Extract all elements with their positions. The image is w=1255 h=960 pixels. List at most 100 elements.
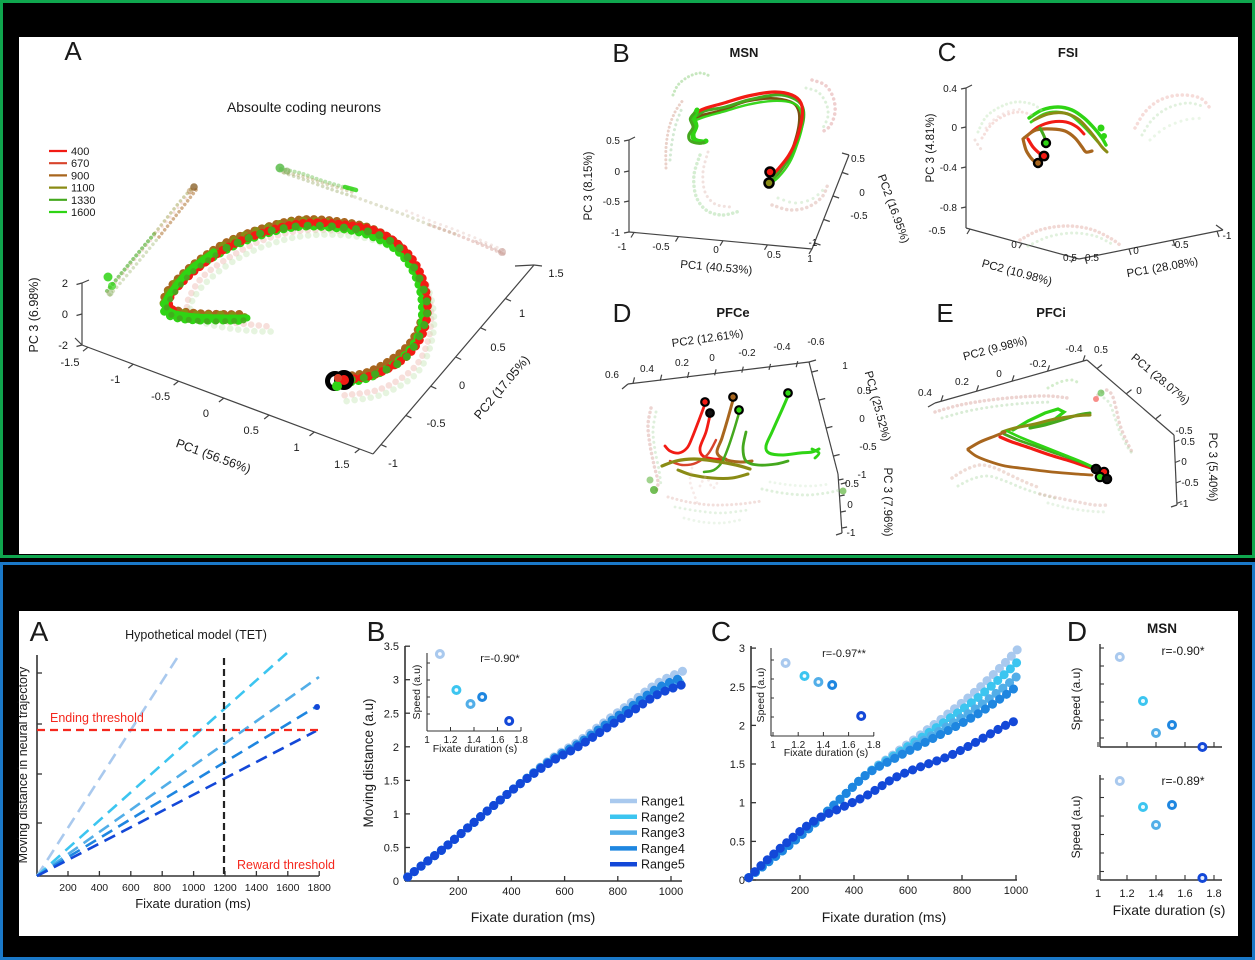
svg-text:1: 1 — [770, 740, 776, 751]
svg-text:2: 2 — [739, 720, 745, 732]
svg-text:PC 3 (5.40%): PC 3 (5.40%) — [1206, 432, 1218, 501]
svg-text:-0.5: -0.5 — [652, 242, 670, 253]
svg-text:0.5: 0.5 — [851, 154, 865, 165]
svg-text:-0.4: -0.4 — [1065, 344, 1083, 355]
svg-text:C: C — [938, 37, 957, 67]
svg-text:200: 200 — [59, 882, 77, 894]
svg-text:r=-0.89*: r=-0.89* — [1161, 774, 1204, 788]
svg-text:1: 1 — [424, 735, 430, 746]
svg-text:r=-0.97**: r=-0.97** — [822, 648, 866, 660]
svg-text:Range4: Range4 — [641, 842, 685, 856]
svg-text:-0.5: -0.5 — [928, 226, 946, 237]
svg-text:0: 0 — [393, 876, 399, 888]
svg-text:0: 0 — [1181, 457, 1187, 468]
svg-text:Speed (a.u): Speed (a.u) — [1069, 668, 1083, 731]
svg-text:-0.5: -0.5 — [859, 442, 877, 453]
svg-text:Range5: Range5 — [641, 858, 685, 872]
svg-text:800: 800 — [153, 882, 171, 894]
svg-text:0: 0 — [1011, 240, 1017, 251]
svg-text:1.2: 1.2 — [444, 735, 458, 746]
svg-text:Reward threshold: Reward threshold — [237, 858, 335, 872]
svg-text:0.5: 0.5 — [1085, 253, 1099, 264]
svg-text:Fixate duration (s): Fixate duration (s) — [433, 743, 518, 755]
svg-text:670: 670 — [71, 158, 89, 170]
svg-text:200: 200 — [791, 885, 809, 897]
svg-text:0: 0 — [459, 380, 465, 392]
svg-text:-1: -1 — [110, 374, 120, 386]
svg-text:0.5: 0.5 — [384, 842, 399, 854]
svg-text:1400: 1400 — [245, 882, 269, 894]
svg-text:2: 2 — [62, 278, 68, 290]
svg-text:0.5: 0.5 — [490, 342, 505, 354]
svg-text:-0.5: -0.5 — [1175, 426, 1193, 437]
svg-text:0: 0 — [709, 353, 715, 364]
svg-text:D: D — [1067, 616, 1087, 647]
svg-text:-1: -1 — [1223, 231, 1232, 242]
svg-text:B: B — [612, 38, 629, 68]
svg-text:1.4: 1.4 — [467, 735, 481, 746]
svg-text:0: 0 — [739, 875, 745, 887]
svg-text:1.6: 1.6 — [491, 735, 505, 746]
svg-text:2: 2 — [393, 742, 399, 754]
svg-text:0.2: 0.2 — [955, 377, 969, 388]
svg-text:MSN: MSN — [730, 45, 759, 60]
svg-text:E: E — [936, 298, 953, 328]
svg-text:-1: -1 — [858, 470, 867, 481]
svg-text:-0.5: -0.5 — [427, 418, 446, 430]
svg-text:1: 1 — [1095, 888, 1101, 900]
svg-text:-0.4: -0.4 — [940, 163, 958, 174]
svg-text:-0.2: -0.2 — [1029, 359, 1047, 370]
svg-text:400: 400 — [845, 885, 863, 897]
svg-text:0.4: 0.4 — [640, 364, 654, 375]
svg-text:-1: -1 — [388, 458, 398, 470]
svg-text:0.4: 0.4 — [918, 388, 932, 399]
svg-text:0: 0 — [951, 123, 957, 134]
svg-text:1.2: 1.2 — [791, 740, 805, 751]
svg-text:1.4: 1.4 — [1148, 888, 1163, 900]
svg-text:0.5: 0.5 — [244, 425, 259, 437]
svg-text:-0.8: -0.8 — [940, 203, 958, 214]
svg-text:Fixate duration (ms): Fixate duration (ms) — [135, 896, 251, 911]
svg-text:1200: 1200 — [213, 882, 237, 894]
svg-text:0.5: 0.5 — [857, 386, 871, 397]
svg-text:0: 0 — [203, 408, 209, 420]
svg-text:1600: 1600 — [276, 882, 300, 894]
svg-text:600: 600 — [899, 885, 917, 897]
svg-text:0.5: 0.5 — [606, 136, 620, 147]
svg-text:-0.5: -0.5 — [151, 391, 170, 403]
svg-text:1: 1 — [393, 809, 399, 821]
svg-text:Fixate duration (ms): Fixate duration (ms) — [822, 909, 946, 925]
svg-text:-1: -1 — [1180, 499, 1189, 510]
svg-text:-0.5: -0.5 — [603, 197, 621, 208]
svg-text:800: 800 — [953, 885, 971, 897]
svg-text:0.5: 0.5 — [1063, 253, 1077, 264]
svg-text:1.5: 1.5 — [384, 775, 399, 787]
svg-text:-0.6: -0.6 — [807, 337, 825, 348]
svg-text:1: 1 — [842, 361, 848, 372]
svg-text:Hypothetical model (TET): Hypothetical model (TET) — [125, 628, 267, 642]
svg-text:3: 3 — [393, 675, 399, 687]
svg-text:0: 0 — [1133, 246, 1139, 257]
svg-text:-0.5: -0.5 — [850, 211, 868, 222]
svg-text:1800: 1800 — [308, 882, 332, 894]
svg-text:D: D — [613, 298, 632, 328]
svg-text:-0.2: -0.2 — [738, 348, 756, 359]
svg-text:0: 0 — [614, 167, 620, 178]
svg-text:1.8: 1.8 — [1206, 888, 1221, 900]
svg-text:1.5: 1.5 — [548, 268, 563, 280]
svg-text:PC 3 (7.96%): PC 3 (7.96%) — [881, 467, 893, 536]
svg-text:1000: 1000 — [182, 882, 206, 894]
svg-text:2.5: 2.5 — [730, 682, 745, 694]
svg-text:0: 0 — [1136, 386, 1142, 397]
svg-text:Fixate duration (s): Fixate duration (s) — [784, 747, 869, 759]
svg-text:1: 1 — [807, 254, 813, 265]
svg-text:200: 200 — [449, 886, 467, 898]
svg-text:-1: -1 — [847, 528, 856, 539]
svg-text:3: 3 — [739, 643, 745, 655]
svg-text:-1: -1 — [809, 238, 818, 249]
svg-text:A: A — [30, 616, 49, 647]
svg-text:0.5: 0.5 — [730, 836, 745, 848]
svg-text:0.5: 0.5 — [845, 479, 859, 490]
svg-text:Moving distance in neural traj: Moving distance in neural trajectory — [16, 666, 30, 863]
svg-text:C: C — [711, 616, 731, 647]
